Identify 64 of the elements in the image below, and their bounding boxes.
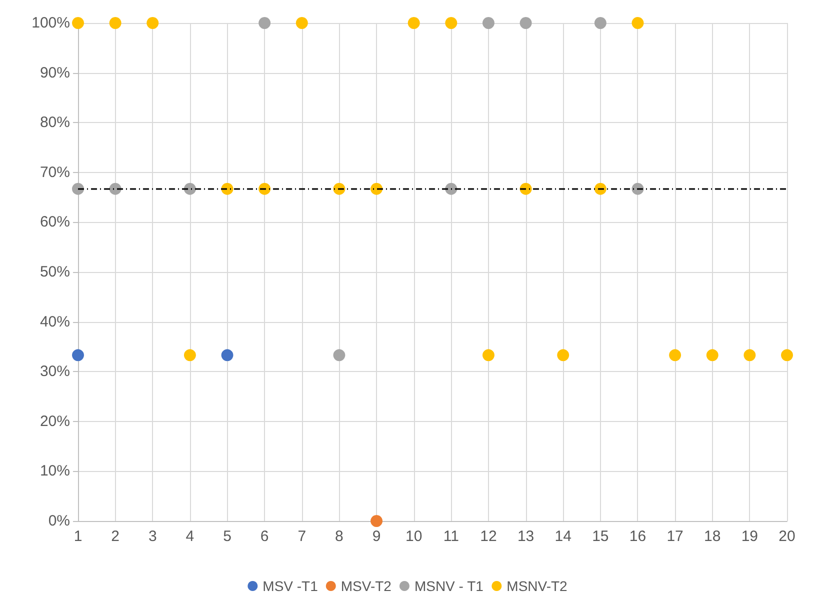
x-tick-label: 20 <box>778 528 796 545</box>
legend-label: MSNV - T1 <box>414 578 484 594</box>
point <box>445 17 458 29</box>
point <box>520 17 532 29</box>
point <box>146 17 159 29</box>
x-tick-label: 3 <box>148 528 157 545</box>
point <box>184 349 196 362</box>
point <box>370 515 383 527</box>
x-tick-label: 16 <box>629 528 646 545</box>
x-tick-label: 15 <box>592 528 609 545</box>
point <box>482 17 494 29</box>
point <box>72 17 84 29</box>
point <box>109 17 122 29</box>
x-tick-label: 10 <box>406 528 422 545</box>
x-tick-label: 17 <box>666 528 684 545</box>
point <box>72 349 84 362</box>
y-tick-label: 50% <box>40 264 70 280</box>
point <box>482 349 494 362</box>
y-tick-label: 60% <box>40 214 70 231</box>
point <box>258 17 271 29</box>
legend-label: MSV-T2 <box>340 578 392 594</box>
y-tick-label: 30% <box>40 363 70 380</box>
point <box>370 182 383 195</box>
point <box>296 17 308 29</box>
point <box>744 349 756 362</box>
point <box>258 182 271 195</box>
x-tick-label: 12 <box>480 528 497 545</box>
x-tick-label: 6 <box>260 528 269 545</box>
point <box>333 349 346 362</box>
point <box>706 349 718 362</box>
point <box>109 182 122 195</box>
x-tick-label: 5 <box>223 528 232 545</box>
y-tick-label: 90% <box>40 64 70 82</box>
point <box>184 182 196 195</box>
x-tick-label: 11 <box>443 528 459 545</box>
point <box>557 349 570 362</box>
point <box>594 182 606 195</box>
y-tick-label: 10% <box>40 462 70 480</box>
point <box>632 17 644 29</box>
x-tick-label: 19 <box>741 528 758 545</box>
point <box>594 17 606 29</box>
x-tick-label: 8 <box>335 528 344 545</box>
legend-label: MSV -T1 <box>262 578 318 594</box>
x-tick-label: 7 <box>298 528 306 545</box>
point <box>221 349 234 362</box>
y-tick-label: 0% <box>48 512 70 530</box>
legend-label: MSNV-T2 <box>506 578 568 594</box>
y-tick-label: 40% <box>40 313 70 330</box>
x-tick-label: 14 <box>554 528 572 545</box>
x-tick-label: 13 <box>517 528 534 545</box>
point <box>72 182 84 195</box>
point <box>408 17 420 29</box>
point <box>445 182 458 195</box>
x-tick-label: 9 <box>372 528 381 545</box>
x-tick-label: 18 <box>704 528 721 545</box>
y-tick-label: 20% <box>40 412 70 430</box>
x-tick-label: 1 <box>74 528 82 545</box>
x-tick-label: 2 <box>111 528 120 545</box>
y-tick-label: 80% <box>40 114 70 132</box>
y-tick-label: 100% <box>32 14 70 32</box>
point <box>669 349 682 362</box>
x-tick-label: 4 <box>186 528 194 545</box>
point <box>781 349 793 362</box>
y-tick-label: 70% <box>40 164 70 181</box>
